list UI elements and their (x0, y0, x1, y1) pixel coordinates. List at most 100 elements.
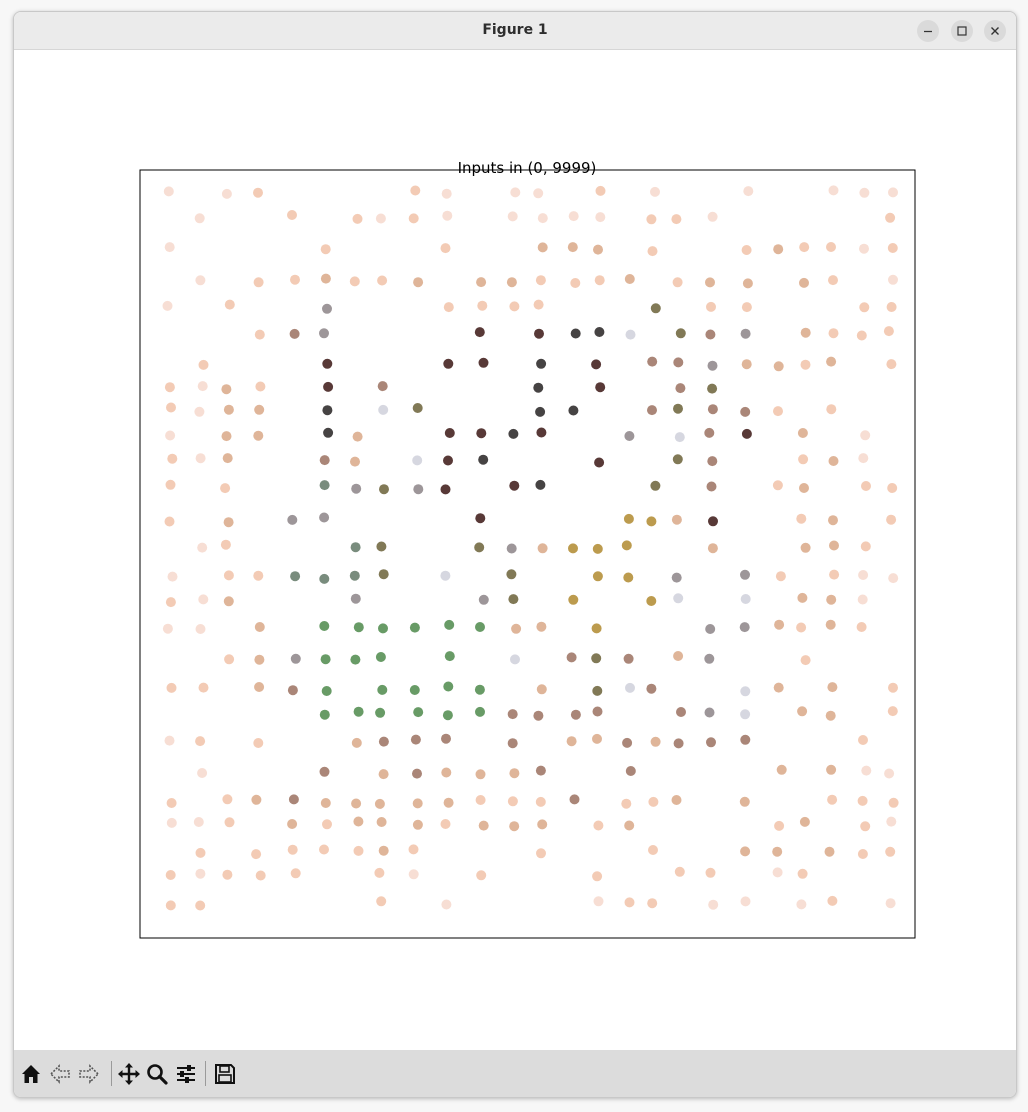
scatter-point (476, 428, 487, 439)
scatter-point (413, 277, 424, 288)
scatter-point (378, 404, 389, 415)
scatter-point (443, 302, 454, 313)
scatter-point (251, 849, 262, 860)
scatter-point (412, 455, 423, 466)
scatter-point (671, 514, 682, 525)
scatter-point (625, 682, 635, 693)
back-button[interactable] (47, 1061, 73, 1087)
scatter-point (533, 299, 544, 310)
scatter-point (167, 453, 178, 464)
scatter-point (164, 516, 175, 527)
close-button[interactable] (984, 20, 1006, 42)
scatter-point (624, 431, 635, 441)
scatter-point (195, 900, 206, 911)
scatter-point (593, 820, 604, 831)
maximize-button[interactable] (951, 20, 973, 42)
axes-frame (139, 169, 916, 939)
scatter-point (408, 869, 419, 880)
scatter-point (796, 899, 807, 910)
scatter-plot[interactable]: Inputs in (0, 9999) (14, 50, 1016, 1050)
scatter-point (287, 210, 297, 220)
scatter-point (740, 328, 751, 339)
scatter-point (857, 849, 868, 859)
scatter-point (440, 484, 451, 495)
scatter-point (195, 847, 206, 858)
scatter-point (625, 329, 636, 340)
scatter-point (443, 358, 454, 369)
scatter-point (740, 709, 751, 720)
scatter-point (408, 213, 419, 224)
scatter-point (647, 898, 658, 909)
pan-button[interactable] (116, 1061, 142, 1087)
configure-subplots-button[interactable] (173, 1061, 199, 1087)
scatter-point (772, 867, 783, 878)
scatter-point (440, 243, 451, 254)
scatter-point (672, 454, 683, 465)
scatter-point (351, 737, 362, 748)
scatter-point (254, 682, 265, 692)
scatter-point (535, 479, 546, 490)
scatter-point (568, 594, 579, 605)
scatter-point (163, 186, 174, 197)
scatter-point (595, 185, 606, 196)
scatter-point (650, 186, 660, 197)
scatter-point (378, 769, 389, 780)
scatter-point (706, 481, 717, 492)
scatter-point (320, 654, 331, 665)
scatter-points (162, 185, 899, 911)
scatter-point (776, 764, 787, 775)
scatter-point (885, 846, 896, 857)
scatter-point (197, 768, 208, 778)
scatter-point (825, 710, 836, 721)
scatter-point (511, 623, 522, 634)
scatter-point (827, 682, 838, 693)
scatter-point (741, 302, 752, 313)
scatter-point (650, 303, 661, 314)
scatter-point (319, 512, 330, 523)
scatter-point (288, 794, 299, 805)
scatter-point (740, 569, 750, 580)
scatter-point (253, 430, 264, 441)
scatter-point (799, 242, 810, 253)
scatter-point (440, 819, 451, 829)
scatter-point (570, 278, 581, 288)
zoom-button[interactable] (144, 1061, 170, 1087)
scatter-point (506, 277, 517, 288)
scatter-point (740, 846, 751, 857)
scatter-point (772, 846, 783, 857)
scatter-point (224, 817, 235, 828)
scatter-point (254, 329, 265, 340)
scatter-point (352, 213, 363, 224)
scatter-point (198, 594, 209, 605)
figure-canvas[interactable]: Inputs in (0, 9999) (14, 50, 1016, 1050)
scatter-point (671, 795, 682, 805)
scatter-point (476, 870, 487, 881)
save-button[interactable] (212, 1061, 238, 1087)
scatter-point (536, 684, 547, 695)
forward-button[interactable] (76, 1061, 102, 1087)
scatter-point (673, 403, 683, 414)
scatter-point (507, 709, 518, 720)
scatter-point (533, 382, 544, 393)
scatter-point (195, 868, 206, 879)
scatter-point (593, 244, 603, 255)
scatter-point (537, 213, 548, 224)
scatter-point (474, 327, 485, 338)
scatter-point (569, 794, 580, 805)
scatter-point (413, 707, 424, 718)
scatter-point (568, 543, 578, 554)
scatter-point (443, 797, 454, 808)
scatter-point (444, 619, 455, 630)
home-button[interactable] (18, 1061, 44, 1087)
minimize-button[interactable] (917, 20, 939, 42)
scatter-point (741, 245, 752, 255)
scatter-point (319, 844, 329, 855)
scatter-point (164, 242, 175, 253)
window-title: Figure 1 (482, 22, 548, 38)
scatter-point (478, 594, 489, 605)
scatter-point (376, 817, 387, 827)
scatter-point (320, 244, 331, 255)
scatter-point (254, 654, 265, 665)
scatter-point (592, 733, 602, 744)
scatter-point (508, 594, 519, 605)
